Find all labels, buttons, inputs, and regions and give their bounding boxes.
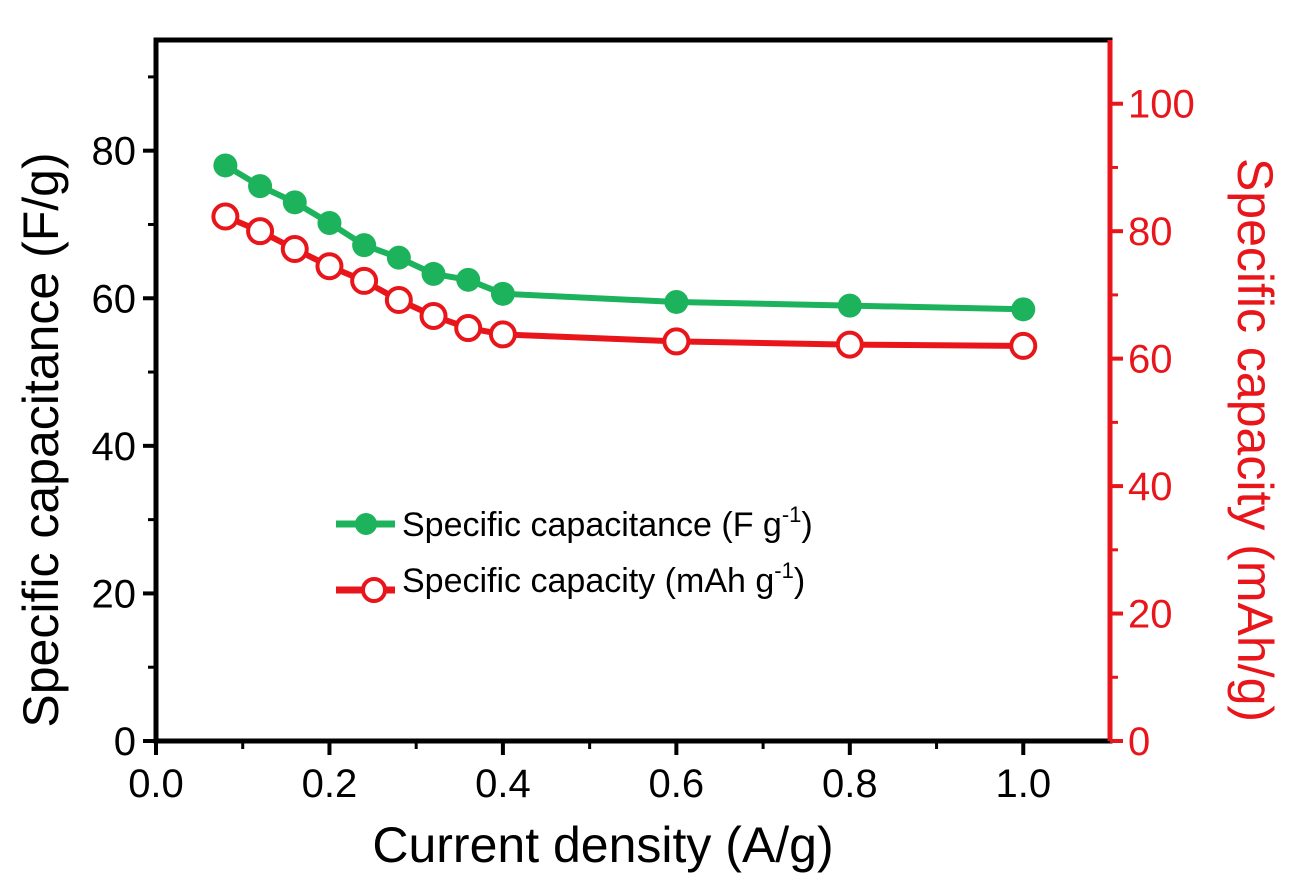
legend-marker-capacity <box>361 577 387 603</box>
series-1-point <box>1009 331 1038 360</box>
legend-label-capacitance: Specific capacitance (F g-1) <box>402 502 813 544</box>
legend-marker-capacitance <box>355 513 377 535</box>
series-line-0 <box>223 162 1024 313</box>
series-1-point <box>350 266 379 295</box>
series-0-point <box>248 174 273 199</box>
series-0-point <box>421 261 446 286</box>
series-0-point <box>213 153 238 178</box>
series-0-point <box>386 245 411 270</box>
y-left-tick-label: 60 <box>92 277 137 321</box>
y-left-tick-label: 0 <box>114 720 136 764</box>
series-0-point <box>664 289 689 314</box>
series-1-point <box>280 235 309 264</box>
series-1-point <box>835 330 864 359</box>
y-right-tick-label: 20 <box>1128 593 1173 637</box>
x-axis-title: Current density (A/g) <box>372 817 833 873</box>
x-tick-label: 0.0 <box>128 762 184 806</box>
ticks-layer: 0.0 0.2 0.4 0.6 0.8 1.0 0 20 40 60 80 0 20 40 60 80 100 <box>92 75 1195 806</box>
y-right-tick-label: 60 <box>1128 338 1173 382</box>
x-tick-label: 0.8 <box>822 762 878 806</box>
series-1-point <box>488 320 517 349</box>
y-left-tick-label: 40 <box>92 425 137 469</box>
y-right-tick-label: 40 <box>1128 465 1173 509</box>
series-layer <box>211 153 1038 360</box>
series-1-point <box>384 286 413 315</box>
series-0-point <box>317 210 342 235</box>
legend-item-capacity: Specific capacity (mAh g-1) <box>336 558 805 603</box>
series-1-point <box>454 314 483 343</box>
y-left-axis-title: Specific capacitance (F/g) <box>13 152 69 727</box>
x-tick-label: 0.6 <box>649 762 705 806</box>
y-left-tick-label: 20 <box>92 572 137 616</box>
x-tick-label: 0.2 <box>302 762 358 806</box>
series-0-point <box>352 233 377 258</box>
series-0-point <box>837 293 862 318</box>
y-right-tick-label: 80 <box>1128 210 1173 254</box>
series-1-point <box>211 202 240 231</box>
series-0-point <box>1011 297 1036 322</box>
y-right-axis-title: Specific capacity (mAh/g) <box>1227 158 1283 722</box>
y-right-tick-label: 100 <box>1128 83 1195 127</box>
series-1-point <box>419 301 448 330</box>
series-0-point <box>456 267 481 292</box>
legend: Specific capacitance (F g-1) Specific ca… <box>336 502 813 603</box>
legend-label-capacity: Specific capacity (mAh g-1) <box>402 558 805 600</box>
x-tick-label: 1.0 <box>995 762 1051 806</box>
series-0-point <box>282 190 307 215</box>
y-right-tick-label: 0 <box>1128 720 1150 764</box>
y-left-tick-label: 80 <box>92 130 137 174</box>
series-0-point <box>490 281 515 306</box>
series-1-point <box>246 217 275 246</box>
x-tick-label: 0.4 <box>475 762 531 806</box>
series-1-point <box>662 327 691 356</box>
series-1-point <box>315 252 344 281</box>
legend-item-capacitance: Specific capacitance (F g-1) <box>336 502 813 544</box>
plot-frame <box>153 37 1113 744</box>
